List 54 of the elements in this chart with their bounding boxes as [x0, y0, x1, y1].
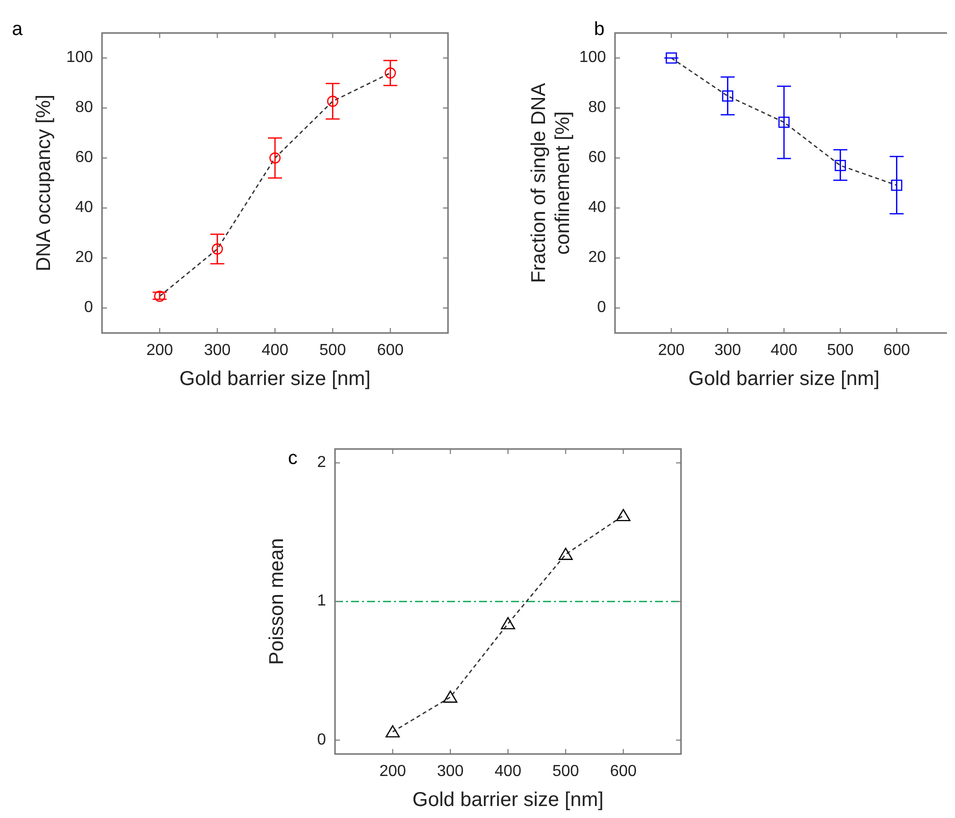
y-axis-title: Fraction of single DNA confinement [%] — [528, 82, 574, 284]
chart-title: b — [594, 18, 605, 40]
point — [384, 67, 396, 79]
y-tick-label: 40 — [588, 199, 606, 216]
y-tick-label: 40 — [75, 199, 94, 216]
y-tick-label: 20 — [75, 249, 94, 266]
y-tick-label: 2 — [317, 454, 326, 472]
point — [386, 725, 400, 738]
y-axis-title: DNA occupancy [%] — [33, 94, 55, 272]
x-tick-label: 400 — [494, 763, 522, 780]
y-tick-label: 100 — [579, 49, 606, 66]
y-tick-label: 0 — [84, 299, 94, 316]
point — [891, 180, 902, 191]
point — [212, 243, 223, 255]
x-axis-title: Gold barrier size [nm] — [688, 368, 880, 390]
point — [327, 96, 338, 107]
x-tick-label: 500 — [552, 763, 580, 780]
x-tick-label: 600 — [610, 763, 637, 780]
y-tick-label: 60 — [588, 149, 606, 166]
point — [269, 152, 281, 164]
point — [500, 617, 516, 630]
x-tick-label: 500 — [826, 342, 854, 359]
x-tick-label: 300 — [204, 342, 231, 359]
y-tick-label: 60 — [75, 149, 94, 166]
x-tick-label: 200 — [379, 763, 406, 780]
x-tick-label: 400 — [770, 342, 798, 359]
y-tick-label: 1 — [317, 592, 326, 610]
x-tick-label: 200 — [146, 342, 174, 359]
point — [666, 52, 677, 64]
point — [154, 290, 166, 302]
point — [616, 508, 630, 522]
point — [778, 116, 790, 128]
point — [722, 90, 734, 102]
y-tick-label: 80 — [588, 99, 606, 116]
x-tick-label: 600 — [883, 342, 910, 359]
y-tick-label: 100 — [66, 49, 94, 66]
x-tick-label: 200 — [658, 342, 685, 359]
point — [558, 548, 573, 560]
point — [443, 690, 458, 703]
chart-title: a — [12, 18, 23, 40]
x-tick-label: 400 — [262, 342, 288, 359]
x-tick-label: 300 — [436, 763, 464, 780]
x-tick-label: 500 — [319, 342, 346, 359]
y-tick-label: 20 — [588, 249, 606, 266]
y-tick-label: 0 — [597, 299, 606, 316]
y-axis-title: Poisson mean — [266, 538, 288, 665]
y-tick-label: 0 — [317, 731, 326, 748]
point — [834, 160, 846, 172]
chart-title: c — [288, 448, 298, 469]
y-tick-label: 80 — [75, 99, 94, 116]
x-tick-label: 300 — [714, 342, 742, 359]
x-axis-title: Gold barrier size [nm] — [179, 368, 371, 390]
x-tick-label: 600 — [376, 342, 404, 359]
x-axis-title: Gold barrier size [nm] — [412, 789, 604, 811]
